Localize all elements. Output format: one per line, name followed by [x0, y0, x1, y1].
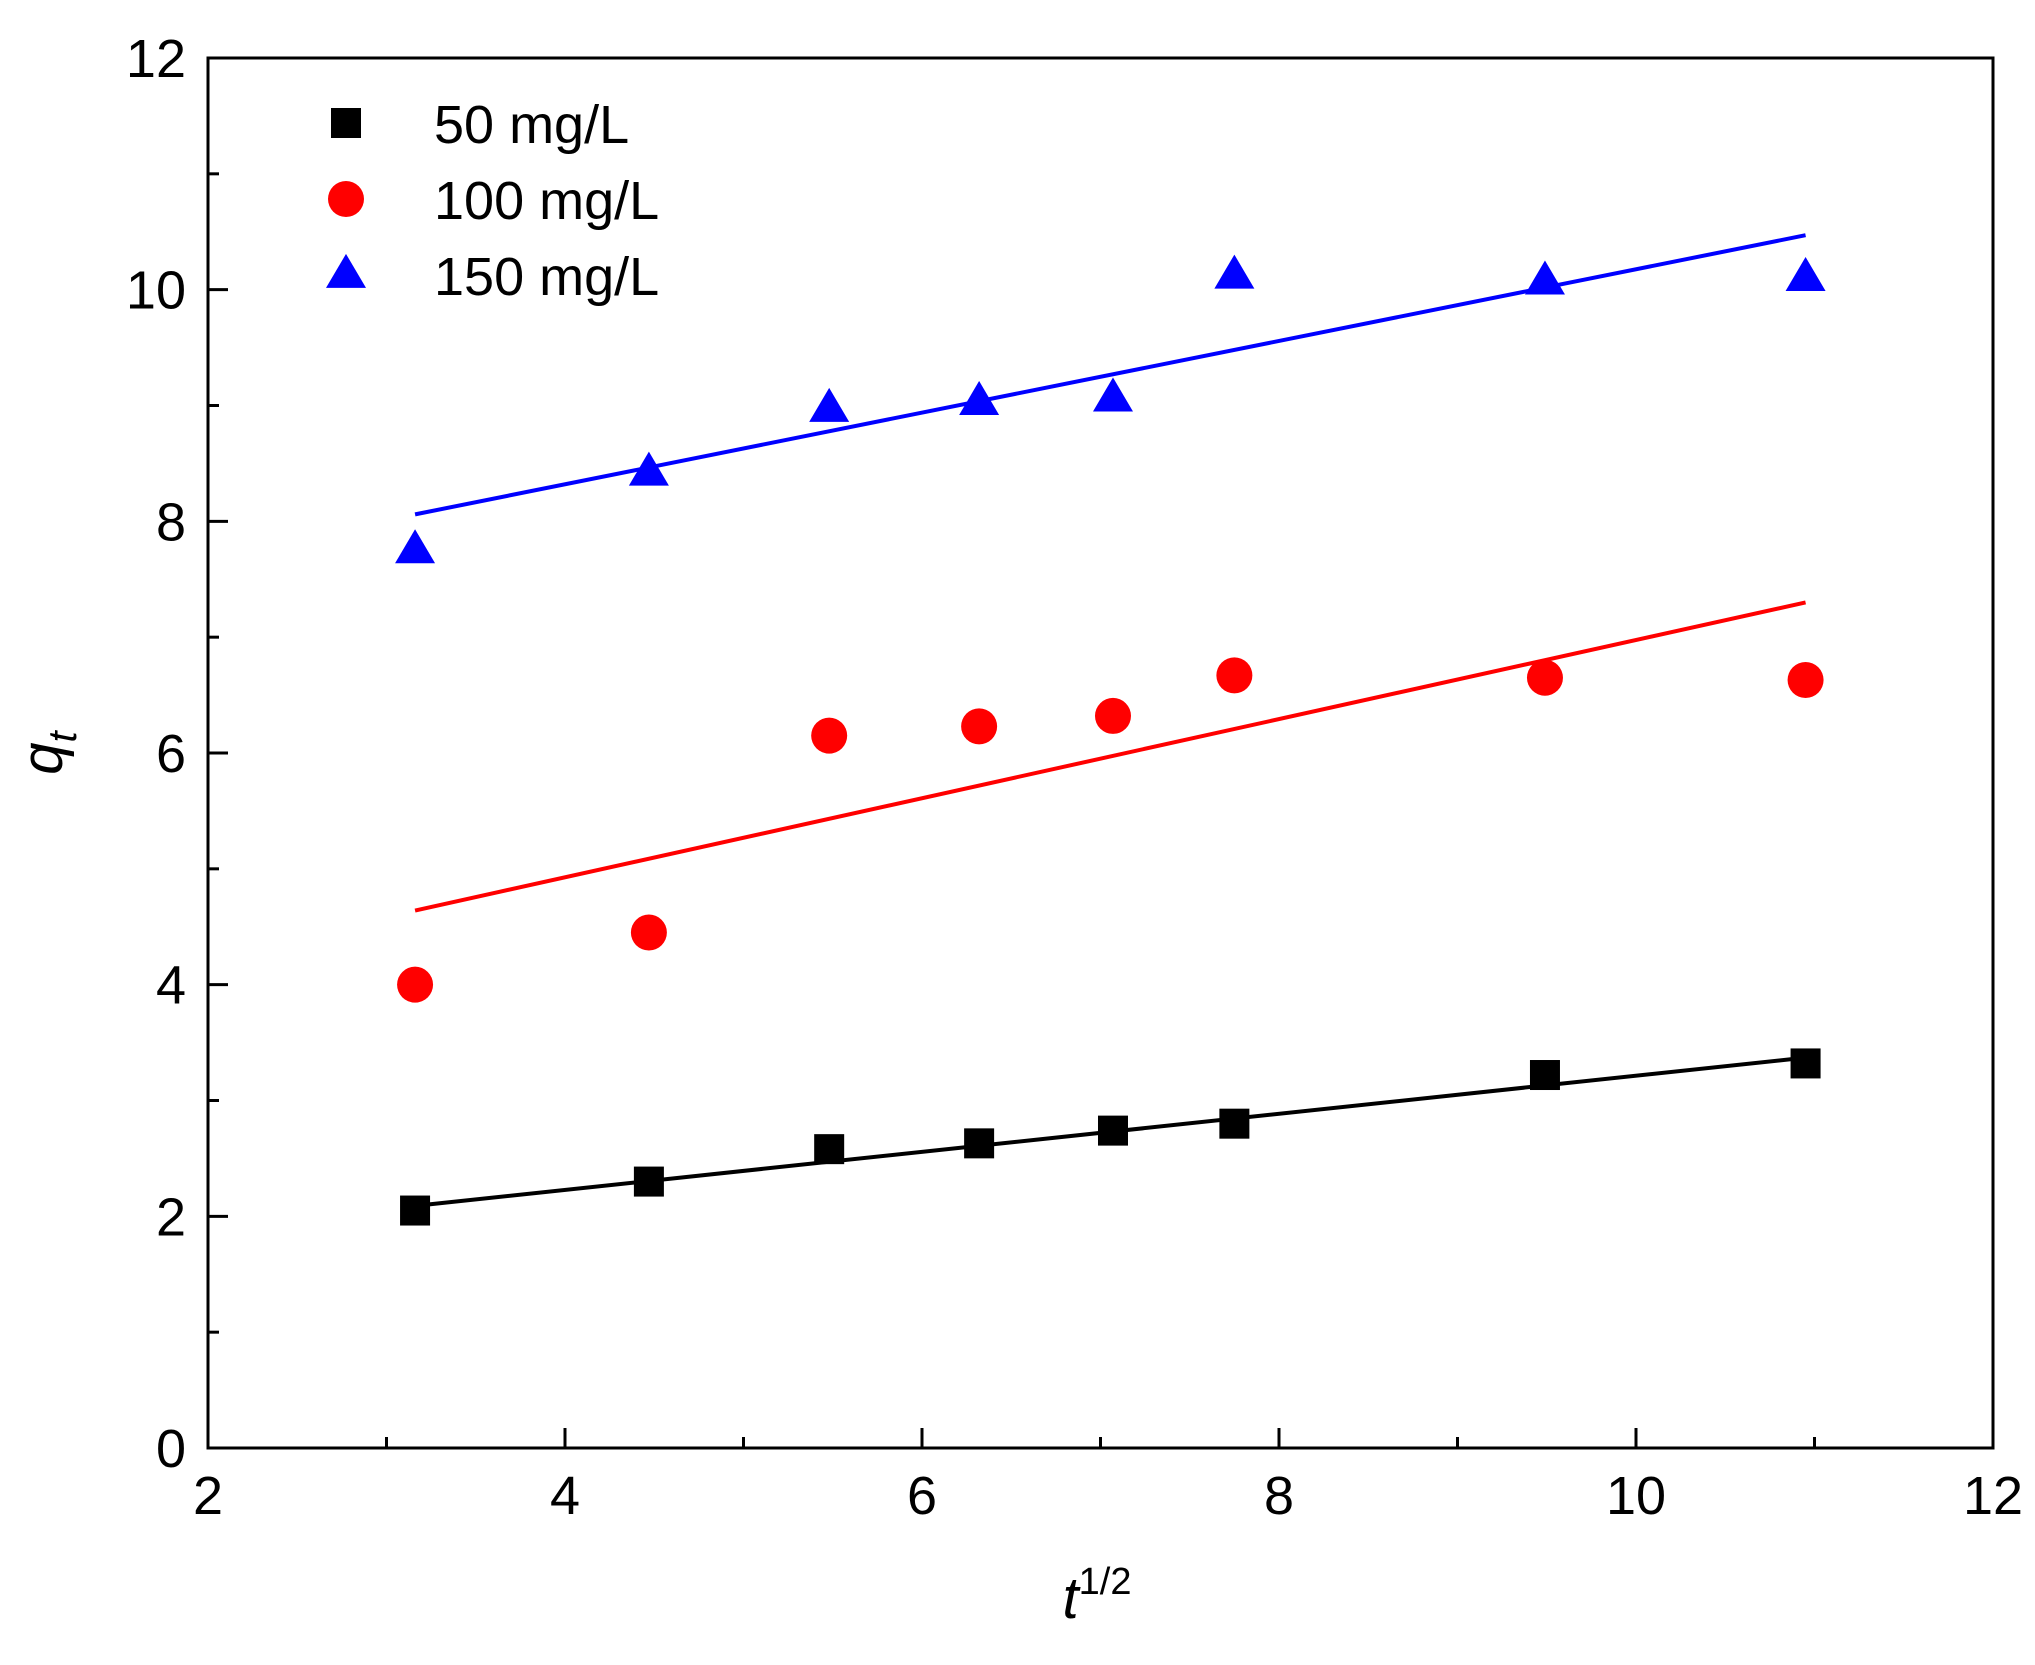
- y-tick-label: 10: [126, 261, 186, 321]
- legend-entry-100-mg-l: 100 mg/L: [328, 171, 659, 231]
- data-point: [1097, 1115, 1128, 1146]
- legend-marker: [328, 181, 364, 217]
- x-tick-label: 8: [1264, 1466, 1294, 1526]
- x-tick-label: 4: [550, 1466, 580, 1526]
- axis-labels: t1/2 qt: [10, 729, 1131, 1631]
- x-axis-label-main: t: [1063, 1566, 1082, 1631]
- legend-marker: [326, 253, 366, 288]
- data-point: [1526, 659, 1563, 696]
- x-axis-label-superscript: 1/2: [1079, 1561, 1132, 1603]
- legend-entry-150-mg-l: 150 mg/L: [326, 247, 659, 307]
- data-point: [1219, 1108, 1250, 1139]
- data-point: [633, 1166, 664, 1197]
- data-point: [630, 914, 667, 951]
- x-tick-label: 6: [907, 1466, 937, 1526]
- series-50-mg-l: [400, 1048, 1821, 1226]
- fit-line-100-mg-l: [414, 600, 1807, 913]
- y-axis-label-subscript: t: [41, 729, 85, 742]
- data-point: [1790, 1048, 1821, 1079]
- y-axis-label-main: q: [10, 742, 75, 774]
- data-point: [1787, 662, 1824, 699]
- data-point: [814, 1134, 845, 1165]
- x-axis-label: t1/2: [1063, 1561, 1132, 1631]
- y-axis-label: qt: [10, 729, 85, 774]
- y-tick-label: 12: [126, 29, 186, 89]
- data-points: [395, 254, 1826, 1226]
- data-point: [959, 380, 1000, 415]
- data-point: [400, 1195, 431, 1226]
- data-point: [1216, 657, 1253, 694]
- y-tick-label: 4: [156, 956, 186, 1016]
- legend-entry-50-mg-l: 50 mg/L: [331, 95, 629, 155]
- data-point: [811, 717, 848, 754]
- legend-label: 150 mg/L: [434, 247, 659, 307]
- data-point: [628, 451, 669, 486]
- x-tick-label: 10: [1606, 1466, 1666, 1526]
- legend-label: 100 mg/L: [434, 171, 659, 231]
- data-point: [1524, 260, 1565, 295]
- data-point: [1529, 1060, 1560, 1091]
- y-tick-label: 6: [156, 724, 186, 784]
- y-tick-label: 0: [156, 1419, 186, 1479]
- series-150-mg-l: [395, 254, 1826, 564]
- data-point: [964, 1128, 995, 1159]
- y-tick-label: 2: [156, 1187, 186, 1247]
- data-point: [1094, 697, 1131, 734]
- data-point: [961, 708, 998, 745]
- data-point: [1214, 254, 1255, 289]
- legend-marker: [331, 108, 361, 138]
- data-point: [397, 966, 434, 1003]
- data-point: [1785, 257, 1826, 292]
- legend: 50 mg/L 100 mg/L 150 mg/L: [326, 95, 659, 307]
- legend-label: 50 mg/L: [434, 95, 629, 155]
- data-point: [395, 529, 436, 564]
- data-point: [1092, 377, 1133, 412]
- data-point: [809, 387, 850, 422]
- series-100-mg-l: [397, 657, 1824, 1003]
- x-tick-label: 12: [1963, 1466, 2023, 1526]
- y-tick-label: 8: [156, 492, 186, 552]
- x-tick-label: 2: [193, 1466, 223, 1526]
